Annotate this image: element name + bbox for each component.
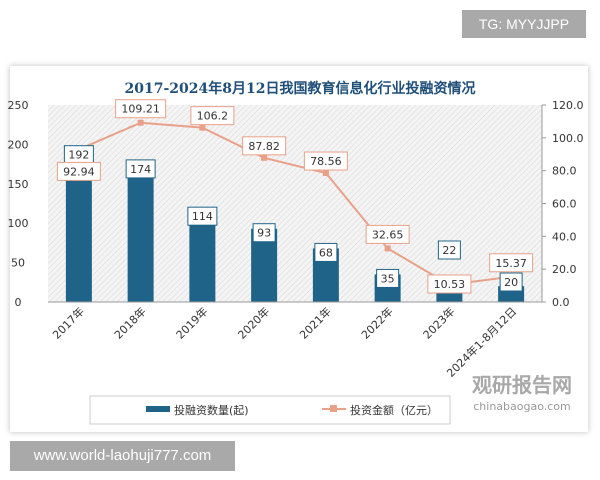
x-tick: 2020年 [235,304,272,341]
bar-value-label: 35 [381,272,395,285]
amount-value-label: 106.2 [197,110,229,123]
chart-title: 2017-2024年8月12日我国教育信息化行业投融资情况 [125,80,476,97]
x-tick: 2019年 [173,304,210,341]
amount-value-label-box [242,136,287,156]
amount-value-label: 109.21 [121,103,160,116]
amount-value-label: 32.65 [372,228,404,241]
bar-value-label: 114 [192,210,213,223]
bar-value-label: 174 [130,163,151,176]
bar-value-label-box [376,268,400,288]
amount-value-label-box [365,224,410,244]
amount-value-label-box [489,253,534,273]
bar-value-label-box [187,206,218,226]
watermark-tg: TG: MYYJJPP [462,10,586,38]
bar-value-label: 22 [442,244,456,257]
bar-2018年 [127,164,154,302]
bar-value-label-box [314,242,338,262]
amount-point [322,170,329,177]
y-right-tick: 40.0 [552,230,577,243]
amount-point [199,124,206,131]
watermark-url: www.world-laohuji777.com [10,441,235,471]
x-tick: 2018年 [111,304,148,341]
legend-line-label: 投资金额（亿元） [350,403,438,417]
legend-line-marker [330,405,337,412]
y-left-tick: 150 [8,178,29,191]
y-right-tick: 80.0 [552,165,577,178]
bar-value-label: 20 [504,276,518,289]
y-left-tick: 0 [15,296,22,309]
amount-point [261,154,268,161]
amount-value-label-box [303,151,348,171]
bar-value-label: 192 [68,149,89,162]
logo-en: chinabaogao.com [473,400,571,413]
y-right-tick: 120.0 [552,99,584,112]
bar-value-label-box [125,159,156,179]
amount-value-label-box [427,274,472,294]
y-left-tick: 200 [8,138,29,151]
y-right-tick: 20.0 [552,263,577,276]
x-tick: 2017年 [50,304,87,341]
bar-value-label-box [252,223,276,243]
legend-bar-label: 投融资数量(起) [174,403,249,417]
amount-value-label: 87.82 [248,140,280,153]
amount-point [137,119,144,126]
x-tick: 2022年 [358,304,395,341]
amount-value-label-box [115,99,167,119]
amount-value-label-box [56,161,101,181]
bar-value-label: 68 [319,246,333,259]
y-left-tick: 250 [8,99,29,112]
amount-value-label: 15.37 [495,257,527,270]
x-tick: 2021年 [297,304,334,341]
y-left-tick: 50 [11,257,25,270]
logo-cn: 观研报告网 [472,373,572,397]
bar-value-label: 93 [257,227,271,240]
y-right-tick: 0.0 [552,296,570,309]
plot-area [48,105,542,302]
bar-2019年 [189,212,216,302]
amount-point [384,245,391,252]
legend-bar-swatch [146,406,170,412]
y-left-tick: 100 [8,217,29,230]
amount-value-label: 92.94 [63,165,95,178]
amount-value-label: 78.56 [310,155,342,168]
bar-value-label-box [437,240,461,260]
amount-value-label-box [190,106,235,126]
x-tick: 2023年 [420,304,457,341]
y-right-tick: 100.0 [552,132,584,145]
amount-value-label: 10.53 [434,278,466,291]
bar-value-label-box [499,272,523,292]
y-right-tick: 60.0 [552,198,577,211]
